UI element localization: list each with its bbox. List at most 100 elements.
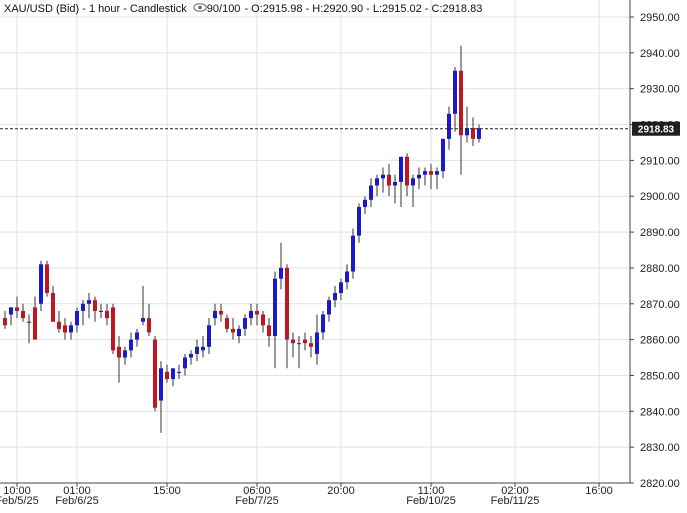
candle-up bbox=[27, 321, 31, 323]
y-tick-label: 2880.00 bbox=[640, 263, 680, 275]
candle-up bbox=[123, 350, 127, 358]
candle-up bbox=[339, 282, 343, 294]
candle-up bbox=[99, 310, 103, 312]
candle-down bbox=[105, 310, 109, 319]
candle-up bbox=[9, 307, 13, 315]
candle-up bbox=[237, 328, 241, 337]
candle-down bbox=[147, 318, 151, 333]
candle-down bbox=[111, 307, 115, 351]
y-tick-label: 2900.00 bbox=[640, 191, 680, 203]
candle-down bbox=[291, 339, 295, 344]
candle-up bbox=[321, 314, 325, 333]
candle-up bbox=[357, 206, 361, 236]
candle-up bbox=[417, 174, 421, 179]
candle-down bbox=[21, 310, 25, 319]
last-price-box bbox=[632, 121, 680, 136]
candle-down bbox=[387, 174, 391, 186]
x-tick-time: 02:00 bbox=[501, 485, 529, 497]
eye-icon[interactable] bbox=[193, 3, 207, 15]
candle-down bbox=[63, 325, 67, 333]
x-tick-date: Feb/5/25 bbox=[0, 495, 39, 507]
candle-up bbox=[423, 171, 427, 175]
candle-up bbox=[297, 343, 301, 345]
candle-down bbox=[309, 343, 313, 347]
candle-down bbox=[231, 328, 235, 333]
x-tick-time: 06:00 bbox=[243, 485, 271, 497]
candle-up bbox=[435, 171, 439, 175]
candle-up bbox=[135, 332, 139, 340]
candle-up bbox=[159, 368, 163, 401]
candle-up bbox=[411, 178, 415, 186]
grid-lines bbox=[0, 0, 630, 484]
candle-up bbox=[393, 181, 397, 186]
x-tick-date: Feb/7/25 bbox=[235, 495, 278, 507]
candle-down bbox=[255, 310, 259, 315]
price-axis: 2820.00 2830.00 2840.00 2850.00 2860.00 2870.… bbox=[629, 0, 680, 490]
chart-header: XAU/USD (Bid) - 1 hour - Candlestick 90/… bbox=[4, 3, 482, 15]
candle-up bbox=[279, 267, 283, 279]
candle-down bbox=[459, 70, 463, 136]
y-tick-label: 2840.00 bbox=[640, 406, 680, 418]
candles bbox=[3, 45, 481, 433]
y-tick-label: 2820.00 bbox=[640, 478, 680, 490]
candle-up bbox=[213, 310, 217, 319]
y-tick-label: 2850.00 bbox=[640, 370, 680, 382]
symbol-label: XAU/USD (Bid) - 1 hour - Candlestick bbox=[4, 3, 187, 15]
x-tick-time: 16:00 bbox=[585, 485, 613, 497]
candle-up bbox=[141, 318, 145, 322]
last-price-label: 2918.83 bbox=[638, 125, 675, 136]
x-tick-date: Feb/6/25 bbox=[55, 495, 98, 507]
candle-down bbox=[405, 156, 409, 186]
candle-down bbox=[3, 318, 7, 326]
candle-down bbox=[51, 293, 55, 322]
candle-up bbox=[177, 371, 181, 373]
ohlc-readout: - O:2915.98 - H:2920.90 - L:2915.02 - C:… bbox=[244, 3, 483, 15]
candle-up bbox=[327, 300, 331, 315]
candle-up bbox=[195, 346, 199, 354]
candle-down bbox=[45, 264, 49, 294]
x-tick-time: 10:00 bbox=[3, 485, 31, 497]
candle-up bbox=[81, 303, 85, 311]
candle-up bbox=[75, 310, 79, 326]
last-price-marker: 2918.83 bbox=[0, 121, 680, 136]
y-tick-label: 2930.00 bbox=[640, 84, 680, 96]
x-tick-date: Feb/10/25 bbox=[406, 495, 456, 507]
candle-up bbox=[351, 235, 355, 272]
time-axis: 10:00Feb/5/2501:00Feb/6/2515:0006:00Feb/… bbox=[0, 482, 630, 507]
candle-up bbox=[171, 368, 175, 380]
candle-down bbox=[117, 346, 121, 358]
candle-up bbox=[441, 138, 445, 172]
eye-icon-glyph bbox=[193, 3, 207, 12]
candle-up bbox=[129, 339, 133, 351]
candle-down bbox=[153, 339, 157, 408]
candle-up bbox=[453, 70, 457, 114]
candle-up bbox=[243, 318, 247, 329]
candle-down bbox=[165, 371, 169, 380]
candle-up bbox=[249, 310, 253, 319]
candle-up bbox=[315, 332, 319, 354]
candle-down bbox=[303, 339, 307, 344]
y-tick-label: 2910.00 bbox=[640, 155, 680, 167]
y-tick-label: 2870.00 bbox=[640, 299, 680, 311]
candle-down bbox=[93, 300, 97, 311]
candle-up bbox=[39, 264, 43, 304]
candle-up bbox=[345, 271, 349, 283]
candle-up bbox=[207, 325, 211, 347]
candle-up bbox=[465, 128, 469, 136]
candle-up bbox=[375, 178, 379, 186]
candle-up bbox=[201, 346, 205, 351]
candle-down bbox=[57, 321, 61, 329]
candle-up bbox=[381, 174, 385, 179]
candle-down bbox=[33, 307, 37, 340]
candle-up bbox=[447, 113, 451, 139]
candle-down bbox=[285, 267, 289, 340]
x-tick-date: Feb/11/25 bbox=[491, 495, 540, 507]
candle-up bbox=[333, 293, 337, 301]
y-tick-label: 2950.00 bbox=[640, 12, 680, 24]
x-tick-time: 20:00 bbox=[327, 485, 355, 497]
candle-down bbox=[267, 325, 271, 337]
y-tick-label: 2940.00 bbox=[640, 48, 680, 60]
candle-up bbox=[399, 156, 403, 182]
candle-down bbox=[225, 318, 229, 329]
